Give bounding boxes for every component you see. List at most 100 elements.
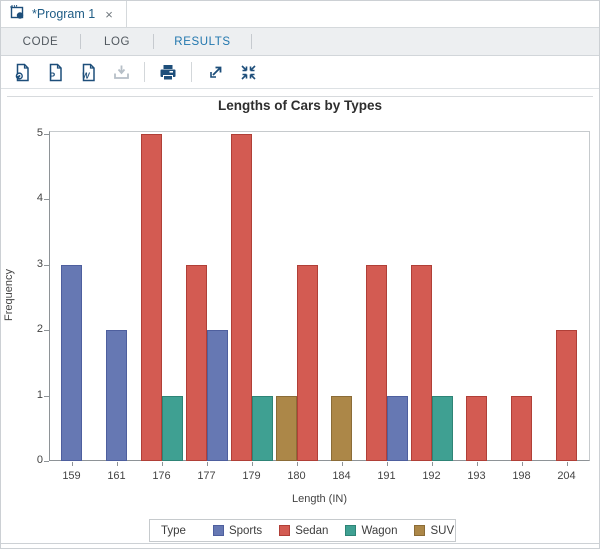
y-tick-mark [44,134,49,135]
y-tick-label: 4 [36,192,43,205]
download-pdf-results-icon[interactable]: P [45,62,65,82]
chart-legend: Type Sports Sedan Wagon SUV [149,519,456,542]
x-tick-label: 176 [152,470,171,482]
tab-separator [251,34,252,49]
tab-results[interactable]: RESULTS [174,35,231,48]
legend-label: Sports [228,524,263,537]
y-tick-label: 0 [36,454,43,466]
x-tick-label: 184 [332,470,351,482]
x-tick-label: 180 [287,470,306,482]
download-word-results-icon[interactable]: W [78,62,98,82]
document-tab-bar: *Program 1 × [1,1,599,28]
bar-177-sports [206,330,228,461]
bar-192-wagon [431,395,453,461]
x-tick-mark [296,462,298,466]
y-tick-mark [44,461,49,462]
legend-label: SUV [430,524,455,537]
y-axis-label: Frequency [3,269,15,321]
program-icon [9,4,25,25]
legend-label: Wagon [361,524,398,537]
y-tick-label: 1 [36,388,43,401]
download-html-results-icon[interactable] [12,62,32,82]
plot-area [49,131,590,461]
legend-entry-sedan: Sedan [279,525,328,537]
legend-swatch-sports [212,525,224,536]
x-tick-label: 177 [197,470,216,482]
tab-separator [153,34,154,49]
print-icon[interactable] [158,62,178,82]
y-tick-label: 3 [36,257,43,270]
program-tab-title: *Program 1 [32,7,96,21]
results-bottom-divider [1,543,599,544]
bar-192-sedan [410,264,432,461]
y-tick-mark [44,330,49,332]
bar-176-wagon [161,395,183,461]
x-tick-label: 204 [557,470,576,482]
x-tick-label: 198 [512,470,531,482]
x-tick-mark [341,462,343,466]
chart-title: Lengths of Cars by Types [217,98,383,113]
x-tick-label: 179 [242,470,261,482]
bar-177-sedan [185,264,207,461]
bar-179-sedan [230,134,252,461]
y-tick-mark [44,264,49,266]
x-tick-mark [431,462,433,466]
x-tick-mark [566,462,568,466]
tab-separator [80,34,81,49]
bar-184-suv [331,395,352,461]
legend-entry-sports: Sports [212,524,263,537]
x-tick-label: 191 [377,470,396,482]
x-tick-mark [476,462,478,466]
legend-title: Type [161,524,186,537]
bar-191-sedan [365,264,387,461]
x-axis-label: Length (IN) [291,493,348,505]
legend-entry-suv: SUV [414,525,454,537]
bar-176-sedan [140,134,162,461]
y-tick-label: 5 [36,127,43,139]
results-pane: Lengths of Cars by Types Frequency Lengt… [1,89,599,548]
close-icon[interactable]: × [105,6,113,22]
y-tick-mark [44,199,49,201]
bar-193-sedan [466,395,487,461]
x-tick-mark [116,462,118,466]
program-tab[interactable]: *Program 1 × [1,1,127,27]
results-top-divider [7,96,593,97]
bar-198-sedan [511,395,532,461]
toolbar-separator [191,62,192,82]
toolbar-separator [144,62,145,82]
tab-log[interactable]: LOG [103,35,131,48]
x-tick-label: 159 [62,470,81,482]
results-toolbar: P W [1,56,599,89]
x-tick-mark [71,462,73,466]
tab-code[interactable]: CODE [22,35,59,48]
x-tick-mark [161,462,163,466]
x-tick-label: 192 [422,470,441,482]
x-tick-label: 161 [107,470,126,482]
legend-label: Sedan [295,524,329,537]
legend-swatch-wagon [345,525,357,536]
bar-159-sports [61,264,82,461]
download-disabled-icon [111,62,131,82]
bar-191-sports [386,395,408,461]
bar-161-sports [106,330,127,461]
bar-179-wagon [251,395,273,461]
legend-swatch-suv [414,525,426,536]
y-tick-label: 2 [36,323,43,336]
x-tick-label: 193 [467,470,486,482]
x-tick-mark [386,462,388,466]
x-tick-mark [521,462,523,466]
x-tick-mark [251,462,253,466]
open-in-new-window-icon[interactable] [205,62,225,82]
legend-entries: Sports Sedan Wagon SUV [212,524,454,537]
exit-maximized-view-icon[interactable] [238,62,258,82]
pdf-badge-letter: P [49,70,55,80]
y-tick-mark [44,395,49,397]
bar-180-suv [275,395,297,461]
word-badge-letter: W [82,71,91,80]
view-tab-bar: CODE LOG RESULTS [1,28,599,56]
legend-swatch-sedan [279,525,291,536]
legend-entry-wagon: Wagon [345,525,397,537]
bar-204-sedan [556,330,577,461]
bar-180-sedan [296,264,318,461]
